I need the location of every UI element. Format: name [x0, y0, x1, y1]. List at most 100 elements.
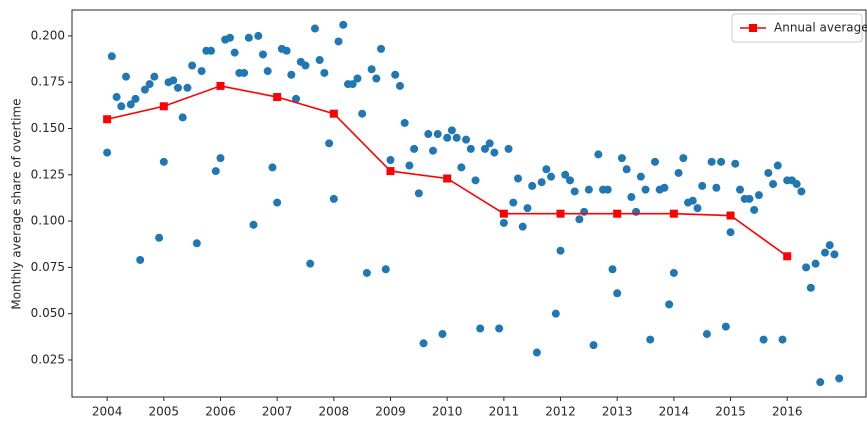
scatter-point	[117, 102, 126, 111]
scatter-point	[103, 148, 112, 157]
scatter-point	[287, 70, 296, 79]
scatter-point	[551, 309, 560, 318]
scatter-point	[769, 180, 778, 189]
scatter-point	[126, 100, 135, 109]
scatter-point	[636, 172, 645, 181]
scatter-point	[429, 146, 438, 155]
scatter-point	[532, 348, 541, 357]
y-tick-label: 0.075	[31, 260, 65, 274]
scatter-point	[301, 61, 310, 70]
scatter-point	[646, 335, 655, 344]
scatter-point	[495, 324, 504, 333]
scatter-point	[325, 139, 334, 148]
legend-label: Annual average	[774, 21, 867, 35]
y-tick-label: 0.100	[31, 214, 65, 228]
scatter-point	[594, 150, 603, 159]
scatter-point	[537, 178, 546, 187]
scatter-point	[192, 239, 201, 248]
scatter-point	[381, 265, 390, 274]
scatter-point	[754, 191, 763, 200]
scatter-point	[816, 378, 825, 387]
scatter-point	[584, 185, 593, 194]
scatter-point	[273, 198, 282, 207]
scatter-point	[490, 148, 499, 157]
scatter-point	[617, 154, 626, 163]
scatter-point	[528, 181, 537, 190]
scatter-point	[173, 83, 182, 92]
scatter-point	[499, 218, 508, 227]
scatter-point	[315, 55, 324, 64]
y-tick-label: 0.175	[31, 75, 65, 89]
scatter-point	[693, 204, 702, 213]
scatter-point	[414, 189, 423, 198]
scatter-point	[480, 144, 489, 153]
scatter-point	[258, 50, 267, 59]
scatter-point	[150, 72, 159, 81]
x-tick-label: 2015	[715, 405, 746, 419]
scatter-point	[575, 215, 584, 224]
scatter-point	[514, 174, 523, 183]
scatter-point	[509, 198, 518, 207]
scatter-point	[197, 67, 206, 76]
scatter-point	[717, 157, 726, 166]
scatter-point	[367, 65, 376, 74]
line-marker	[329, 109, 338, 118]
scatter-point	[207, 46, 216, 55]
scatter-point	[542, 165, 551, 174]
scatter-point	[372, 74, 381, 83]
y-tick-label: 0.125	[31, 167, 65, 181]
scatter-point	[565, 176, 574, 185]
line-marker	[159, 102, 168, 111]
scatter-point	[641, 185, 650, 194]
scatter-point	[547, 172, 556, 181]
scatter-point	[400, 118, 409, 127]
scatter-point	[282, 46, 291, 55]
scatter-point	[424, 130, 433, 139]
scatter-point	[230, 48, 239, 57]
scatter-point	[306, 259, 315, 268]
scatter-point	[249, 220, 258, 229]
x-tick-label: 2004	[92, 405, 123, 419]
scatter-point	[452, 133, 461, 142]
scatter-point	[476, 324, 485, 333]
scatter-point	[712, 183, 721, 192]
scatter-point	[797, 187, 806, 196]
line-marker	[443, 174, 452, 183]
scatter-point	[320, 68, 329, 77]
scatter-point	[835, 374, 844, 383]
scatter-point	[679, 154, 688, 163]
scatter-point	[211, 167, 220, 176]
line-marker	[613, 209, 622, 218]
scatter-point	[377, 44, 386, 53]
line-marker	[669, 209, 678, 218]
scatter-point	[419, 339, 428, 348]
legend-marker	[749, 24, 757, 32]
scatter-point	[145, 80, 154, 89]
scatter-point	[589, 341, 598, 350]
scatter-point	[362, 268, 371, 277]
scatter-point	[802, 263, 811, 272]
scatter-point	[806, 283, 815, 292]
scatter-point	[825, 241, 834, 250]
scatter-point	[240, 68, 249, 77]
y-tick-label: 0.025	[31, 352, 65, 366]
scatter-point	[457, 163, 466, 172]
line-marker	[103, 115, 112, 124]
scatter-point	[447, 126, 456, 135]
line-marker	[556, 209, 565, 218]
scatter-point	[462, 135, 471, 144]
scatter-point	[821, 248, 830, 257]
scatter-point	[750, 205, 759, 214]
scatter-point	[627, 193, 636, 202]
x-tick-label: 2011	[489, 405, 520, 419]
line-marker	[726, 211, 735, 220]
scatter-point	[504, 144, 513, 153]
scatter-point	[759, 335, 768, 344]
x-tick-label: 2014	[659, 405, 690, 419]
line-marker	[216, 81, 225, 90]
scatter-point	[726, 228, 735, 237]
scatter-point	[698, 181, 707, 190]
x-tick-label: 2005	[149, 405, 180, 419]
scatter-point	[107, 52, 116, 61]
scatter-point	[339, 20, 348, 29]
